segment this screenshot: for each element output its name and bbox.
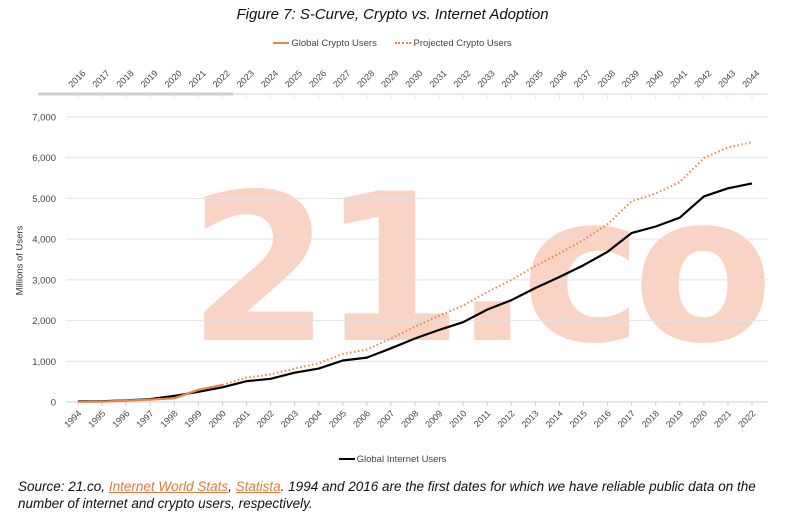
x-top-tick-label: 2044: [740, 68, 761, 89]
x-top-tick-label: 2037: [572, 68, 593, 89]
x-bottom-tick-label: 2003: [279, 408, 300, 429]
x-top-tick-label: 2033: [476, 68, 497, 89]
legend-swatch-solid-orange: [273, 42, 290, 45]
y-tick-label: 3,000: [32, 275, 56, 286]
x-bottom-tick-label: 2010: [447, 408, 468, 429]
x-top-tick-label: 2017: [90, 68, 111, 89]
legend-label: Projected Crypto Users: [413, 38, 512, 49]
legend-item-global-crypto: Global Crypto Users: [273, 38, 377, 49]
y-tick-label: 1,000: [32, 357, 56, 368]
x-bottom-tick-label: 2000: [207, 408, 228, 429]
x-top-tick-label: 2026: [307, 68, 328, 89]
source-suffix: . 1994 and 2016 are the first dates for …: [18, 479, 756, 511]
x-bottom-tick-label: 2013: [520, 408, 541, 429]
chart-svg: 21.co 0 1,000 2,000 3,000 4,000 5,000 6,000 7,00…: [32, 68, 775, 429]
legend-label: Global Internet Users: [356, 454, 447, 465]
legend-item-projected-crypto: Projected Crypto Users: [395, 38, 512, 49]
x-bottom-tick-label: 2014: [544, 408, 565, 429]
x-top-tick-label: 2032: [451, 68, 472, 89]
x-bottom-tick-label: 2022: [736, 408, 757, 429]
watermark-logo: 21.co: [188, 151, 766, 389]
legend-top: Global Crypto Users Projected Crypto Use…: [0, 38, 785, 49]
x-bottom-tick-label: 2020: [688, 408, 709, 429]
source-note: Source: 21.co, Internet World Stats, Sta…: [18, 478, 778, 512]
statista-link[interactable]: Statista: [235, 479, 281, 494]
x-bottom-tick-label: 2012: [495, 408, 516, 429]
x-top-tick-label: 2024: [259, 68, 280, 89]
x-top-tick-label: 2041: [668, 68, 689, 89]
x-bottom-tick-label: 2004: [303, 408, 324, 429]
x-bottom-tick-label: 1999: [183, 408, 204, 429]
x-bottom-tick-label: 1994: [62, 408, 83, 429]
x-bottom-tick-label: 1997: [134, 408, 155, 429]
x-bottom-tick-label: 2009: [423, 408, 444, 429]
x-bottom-tick-label: 2018: [640, 408, 661, 429]
x-top-tick-label: 2025: [283, 68, 304, 89]
x-bottom-tick-label: 2015: [568, 408, 589, 429]
x-bottom-tick-label: 2008: [399, 408, 420, 429]
internet-world-stats-link[interactable]: Internet World Stats: [108, 479, 229, 494]
y-tick-label: 0: [51, 398, 56, 409]
x-top-tick-label: 2029: [379, 68, 400, 89]
chart-title: Figure 7: S-Curve, Crypto vs. Internet A…: [236, 6, 549, 23]
x-bottom-tick-label: 2019: [664, 408, 685, 429]
y-tick-label: 5,000: [32, 194, 56, 205]
x-top-tick-label: 2020: [163, 68, 184, 89]
y-tick-label: 6,000: [32, 153, 56, 164]
x-bottom-tick-label: 2005: [327, 408, 348, 429]
x-bottom-tick-label: 2006: [351, 408, 372, 429]
x-bottom-tick-label: 2016: [592, 408, 613, 429]
x-top-tick-label: 2031: [427, 68, 448, 89]
x-top-tick-label: 2016: [66, 68, 87, 89]
x-bottom-tick-label: 2002: [255, 408, 276, 429]
x-top-tick-label: 2022: [211, 68, 232, 89]
source-sep: ,: [228, 479, 236, 494]
x-top-tick-label: 2018: [114, 68, 135, 89]
x-top-tick-label: 2035: [524, 68, 545, 89]
x-top-tick-label: 2043: [716, 68, 737, 89]
source-prefix: Source: 21.co,: [18, 479, 109, 494]
x-bottom-tick-label: 1998: [158, 408, 179, 429]
x-top-tick-label: 2023: [235, 68, 256, 89]
x-top-tick-label: 2040: [644, 68, 665, 89]
x-top-tick-label: 2019: [139, 68, 160, 89]
x-top-tick-label: 2030: [403, 68, 424, 89]
x-bottom-tick-label: 2001: [231, 408, 252, 429]
x-top-tick-label: 2042: [692, 68, 713, 89]
x-top-tick-label: 2027: [331, 68, 352, 89]
x-top-tick-label: 2036: [548, 68, 569, 89]
legend-swatch-dotted-orange: [395, 42, 412, 45]
legend-label: Global Crypto Users: [291, 38, 377, 49]
series-line-global-crypto-users: [77, 383, 223, 403]
legend-swatch-black: [338, 458, 355, 461]
x-bottom-tick-label: 1996: [110, 408, 131, 429]
y-tick-label: 7,000: [32, 113, 56, 124]
y-tick-label: 2,000: [32, 316, 56, 327]
legend-bottom: Global Internet Users: [0, 454, 785, 465]
x-top-tick-label: 2034: [500, 68, 521, 89]
x-bottom-tick-label: 2021: [712, 408, 733, 429]
x-top-tick-label: 2021: [187, 68, 208, 89]
x-top-tick-label: 2039: [620, 68, 641, 89]
x-bottom-tick-label: 2011: [472, 408, 493, 429]
x-bottom-tick-label: 2017: [616, 408, 637, 429]
x-bottom-tick-label: 1995: [86, 408, 107, 429]
x-bottom-tick-label: 2007: [375, 408, 396, 429]
x-top-tick-label: 2028: [355, 68, 376, 89]
legend-item-global-internet: Global Internet Users: [338, 454, 447, 465]
series-line-projected-crypto-users: [222, 141, 753, 386]
y-tick-label: 4,000: [32, 235, 56, 246]
x-top-tick-label: 2038: [596, 68, 617, 89]
